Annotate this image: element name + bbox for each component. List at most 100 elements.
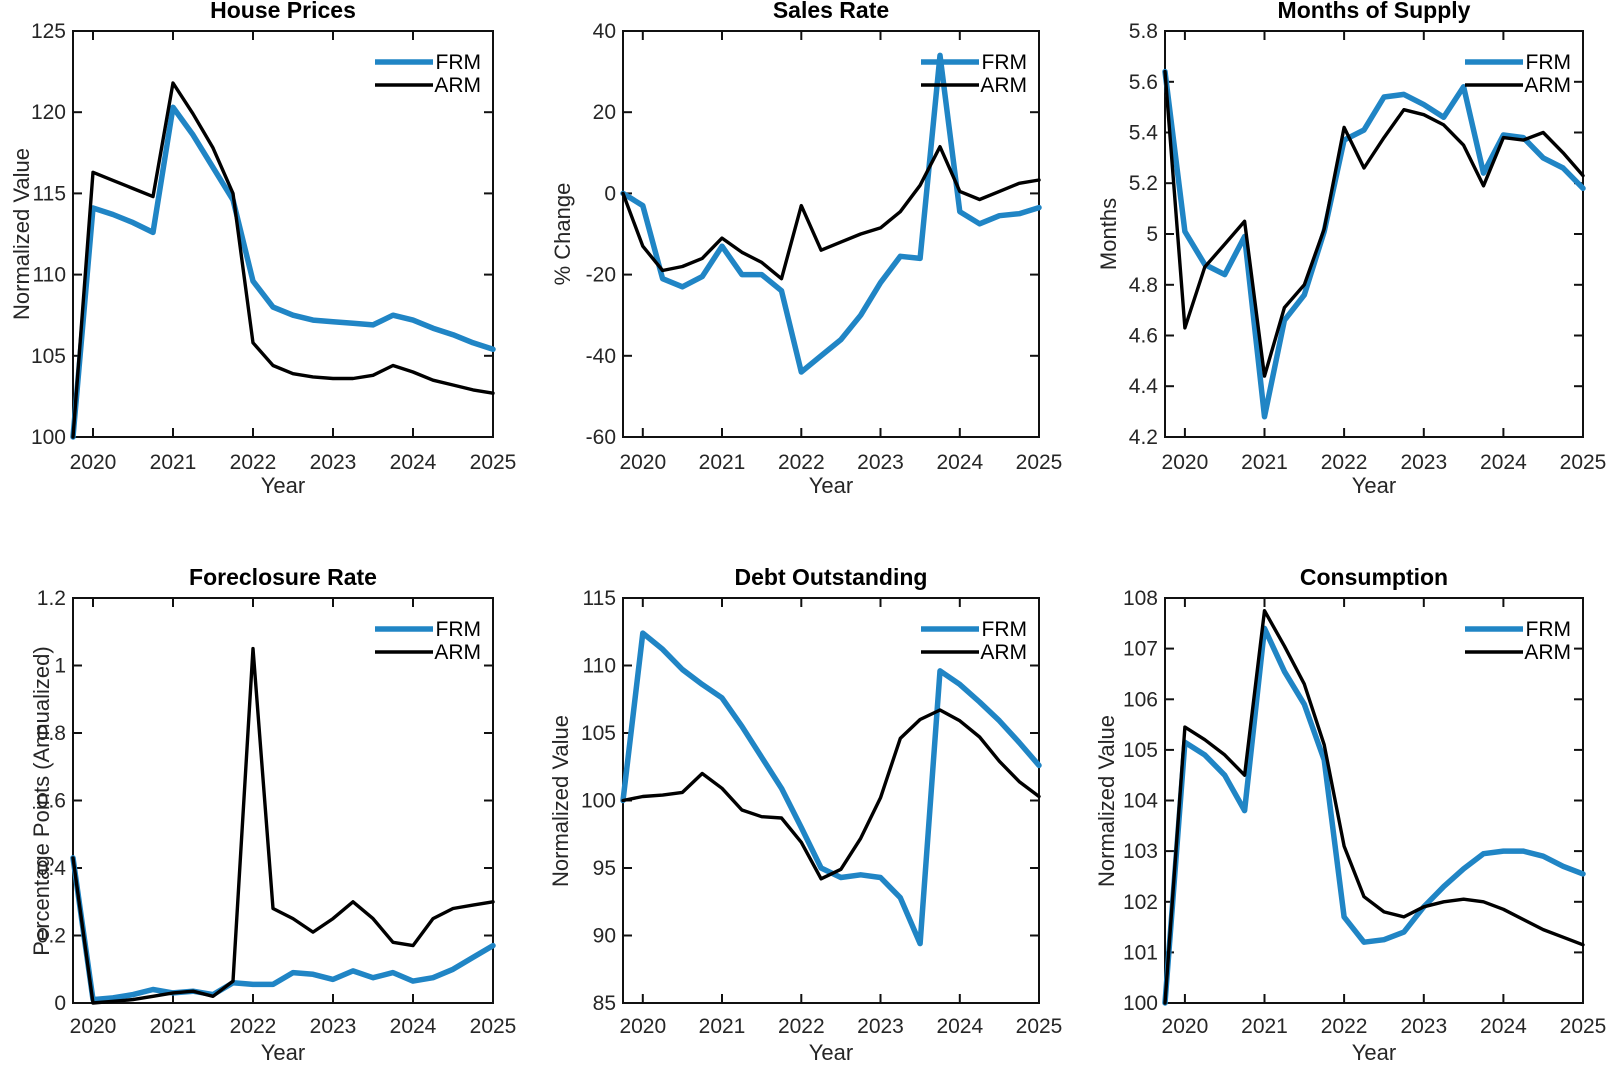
x-tick-label: 2022: [778, 1015, 825, 1038]
y-tick-label: 4.6: [1129, 325, 1158, 348]
plot-title: Debt Outstanding: [734, 564, 928, 590]
series-line-frm: [620, 52, 1042, 375]
x-tick-label: 2021: [1241, 451, 1288, 474]
y-axis-label: Normalized Value: [9, 147, 34, 321]
series-line-frm: [70, 104, 496, 440]
axes-box: [622, 597, 1040, 1004]
plot-canvas-sales-rate: 2020 2021 2022 2023 2024 2025 -60 -40 -20 0 20 40 FR…: [586, 20, 1063, 474]
x-tick-label: 2022: [230, 451, 277, 474]
y-tick-label: 1.2: [37, 587, 66, 610]
x-tick-label: 2025: [1560, 1015, 1607, 1038]
y-tick-label: 0.6: [37, 790, 66, 813]
x-axis-label: Year: [808, 473, 854, 498]
subplot-months-of-supply: 2020 2021 2022 2023 2024 2025 4.2 4.4 4.6 4.8 5 5.2…: [1073, 0, 1610, 538]
legend-label-arm: ARM: [980, 74, 1027, 97]
plot-canvas-debt-outstanding: 2020 2021 2022 2023 2024 2025 85 90 95 100 105 110 1…: [581, 587, 1063, 1038]
x-axis-label: Year: [808, 1040, 854, 1065]
x-axis-label: Year: [260, 473, 306, 498]
y-tick-label: 106: [1123, 688, 1158, 711]
y-tick-label: 4.4: [1129, 375, 1159, 398]
legend-label-frm: FRM: [436, 618, 482, 641]
y-tick-label: 115: [583, 587, 616, 610]
y-axis-label: Months: [1096, 197, 1121, 271]
y-tick-label: -20: [586, 264, 616, 287]
series-line-arm: [621, 708, 1041, 881]
axes-box: [72, 597, 494, 1004]
legend-label-arm: ARM: [434, 641, 481, 664]
x-tick-label: 2024: [1480, 1015, 1527, 1038]
plot-title: Consumption: [1299, 564, 1449, 590]
x-tick-label: 2023: [1400, 1015, 1447, 1038]
x-tick-label: 2020: [70, 1015, 117, 1038]
x-tick-label: 2020: [1162, 1015, 1209, 1038]
x-tick-label: 2024: [936, 1015, 983, 1038]
y-tick-label: 102: [1123, 891, 1158, 914]
x-tick-label: 2023: [310, 1015, 357, 1038]
y-tick-label: 0: [54, 992, 66, 1015]
x-tick-label: 2025: [1560, 451, 1607, 474]
x-tick-label: 2022: [1321, 451, 1368, 474]
x-tick-label: 2021: [150, 451, 197, 474]
x-tick-label: 2020: [619, 451, 666, 474]
legend-label-frm: FRM: [1526, 618, 1572, 641]
series-line-arm: [1163, 609, 1585, 1005]
plot-canvas-foreclosure-rate: 2020 2021 2022 2023 2024 2025 0 0.2 0.4 0.6 0.8 1 1.…: [37, 587, 517, 1038]
series-line-frm: [70, 855, 496, 1003]
x-tick-label: 2021: [699, 1015, 746, 1038]
subplot-foreclosure-rate: 2020 2021 2022 2023 2024 2025 0 0.2 0.4 0.6 0.8 1 1.…: [0, 538, 537, 1076]
y-tick-label: 0.4: [37, 857, 67, 880]
x-tick-label: 2024: [390, 1015, 437, 1038]
x-axis-label: Year: [1351, 473, 1397, 498]
series-line-arm: [71, 646, 495, 1005]
x-tick-label: 2020: [619, 1015, 666, 1038]
y-tick-label: 100: [31, 426, 66, 449]
x-tick-label: 2023: [310, 451, 357, 474]
x-tick-label: 2024: [936, 451, 983, 474]
y-tick-label: 104: [1123, 790, 1158, 813]
y-tick-label: 95: [593, 857, 616, 880]
plot-canvas-house-prices: 2020 2021 2022 2023 2024 2025 100 105 110 115 120 1…: [31, 20, 516, 474]
x-tick-label: 2022: [1321, 1015, 1368, 1038]
x-tick-label: 2022: [230, 1015, 277, 1038]
y-tick-label: 4.2: [1129, 426, 1158, 449]
x-tick-label: 2021: [699, 451, 746, 474]
legend-label-frm: FRM: [436, 51, 482, 74]
x-tick-label: 2023: [857, 1015, 904, 1038]
legend-label-frm: FRM: [1526, 51, 1572, 74]
y-tick-label: 0.8: [37, 722, 66, 745]
series-line-arm: [71, 81, 495, 439]
x-tick-label: 2021: [150, 1015, 197, 1038]
x-tick-label: 2020: [1162, 451, 1209, 474]
subplot-sales-rate: 2020 2021 2022 2023 2024 2025 -60 -40 -20 0 20 40 FR…: [537, 0, 1074, 538]
y-tick-label: -60: [586, 426, 616, 449]
axes-box: [622, 30, 1040, 438]
plot-canvas-consumption: 2020 2021 2022 2023 2024 2025 100 101 102 103 104 1…: [1123, 587, 1607, 1038]
y-tick-label: 101: [1123, 941, 1158, 964]
y-tick-label: 110: [33, 264, 66, 287]
y-tick-label: 115: [33, 182, 66, 205]
y-tick-label: 120: [31, 101, 66, 124]
y-tick-label: 103: [1123, 840, 1158, 863]
plot-title: Foreclosure Rate: [189, 564, 377, 590]
y-tick-label: 5.4: [1129, 122, 1159, 145]
y-tick-label: 20: [593, 101, 616, 124]
axes-box: [1164, 30, 1584, 438]
y-tick-label: 0.2: [37, 925, 66, 948]
y-tick-label: 105: [581, 722, 616, 745]
series-line-arm: [1163, 69, 1585, 378]
y-tick-label: 100: [581, 790, 616, 813]
y-axis-label: Percentage Points (Annualized): [29, 645, 54, 956]
series-line-arm: [621, 145, 1041, 281]
y-tick-label: 110: [583, 655, 616, 678]
legend-label-arm: ARM: [434, 74, 481, 97]
x-tick-label: 2024: [1480, 451, 1527, 474]
y-tick-label: 90: [593, 925, 616, 948]
x-axis-label: Year: [1351, 1040, 1397, 1065]
x-axis-label: Year: [260, 1040, 306, 1065]
y-axis-label: % Change: [550, 182, 575, 286]
x-tick-label: 2023: [857, 451, 904, 474]
plot-title: Sales Rate: [772, 0, 890, 23]
y-tick-label: 1: [54, 655, 66, 678]
y-tick-label: 40: [593, 20, 616, 43]
x-tick-label: 2025: [1016, 1015, 1063, 1038]
